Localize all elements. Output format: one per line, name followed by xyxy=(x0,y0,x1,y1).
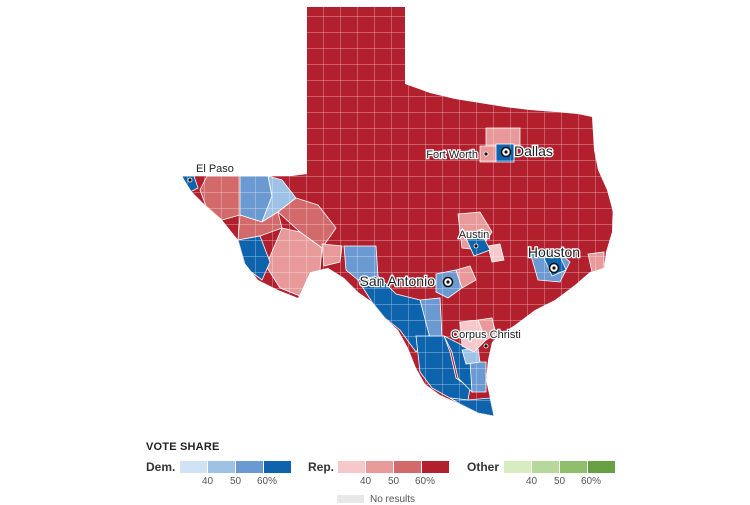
legend-tick: 40 xyxy=(202,476,214,487)
legend-tick: 40 xyxy=(526,476,538,487)
city-marker-dot xyxy=(504,150,508,154)
legend-other-swatch xyxy=(504,461,531,473)
city-marker-icon xyxy=(187,177,193,183)
legend-other-label: Other xyxy=(467,460,500,474)
city-houston: Houston xyxy=(527,243,581,274)
city-austin: Austin xyxy=(457,228,491,249)
legend-other-swatch xyxy=(560,461,587,473)
legend-dem-label: Dem. xyxy=(146,460,176,474)
city-san-antonio: San Antonio xyxy=(358,272,454,290)
city-marker-icon xyxy=(483,151,489,157)
legend-tick: 60% xyxy=(257,476,278,487)
legend-other-swatches xyxy=(504,461,616,473)
legend-rep-swatch xyxy=(338,461,365,473)
legend-dem-swatch xyxy=(264,461,291,473)
legend-tick: 60% xyxy=(415,476,436,487)
city-label: Dallas xyxy=(514,143,553,159)
legend-title: VOTE SHARE xyxy=(146,441,220,453)
no-results-swatch xyxy=(337,495,364,504)
city-fort-worth: Fort Worth xyxy=(425,148,489,162)
legend-tick: 40 xyxy=(360,476,372,487)
county-borders xyxy=(182,7,613,416)
legend-dem-swatch xyxy=(236,461,263,473)
city-marker-icon xyxy=(483,343,489,349)
city-label: Houston xyxy=(528,244,580,260)
legend-other-swatch xyxy=(532,461,559,473)
city-label: Fort Worth xyxy=(426,149,478,161)
city-corpus-christi: Corpus Christi xyxy=(450,328,522,349)
texas-county-map: El Paso Fort Worth Dallas Austin Houston San … xyxy=(182,7,613,416)
legend-tick: 50 xyxy=(388,476,400,487)
legend-tick: 60% xyxy=(581,476,602,487)
city-label: Austin xyxy=(459,229,490,241)
city-markers: El Paso Fort Worth Dallas Austin Houston San … xyxy=(187,142,581,349)
legend-rep-swatches xyxy=(338,461,450,473)
legend-rep-swatch xyxy=(366,461,393,473)
legend-tick: 50 xyxy=(230,476,242,487)
city-label: San Antonio xyxy=(359,273,435,289)
legend-rep-label: Rep. xyxy=(308,460,335,474)
texas-state xyxy=(182,7,613,416)
legend-other-swatch xyxy=(588,461,615,473)
legend-dem-swatches xyxy=(180,461,292,473)
legend-rep-swatch xyxy=(422,461,449,473)
legend-rep-swatch xyxy=(394,461,421,473)
legend-tick: 50 xyxy=(554,476,566,487)
city-label: El Paso xyxy=(196,163,234,175)
city-marker-dot xyxy=(552,266,556,270)
legend-dem-swatch xyxy=(180,461,207,473)
city-marker-icon xyxy=(473,243,479,249)
city-el-paso: El Paso xyxy=(187,162,235,183)
legend-dem-swatch xyxy=(208,461,235,473)
city-marker-dot xyxy=(446,280,450,284)
city-dallas: Dallas xyxy=(500,142,554,160)
city-label: Corpus Christi xyxy=(451,329,521,341)
